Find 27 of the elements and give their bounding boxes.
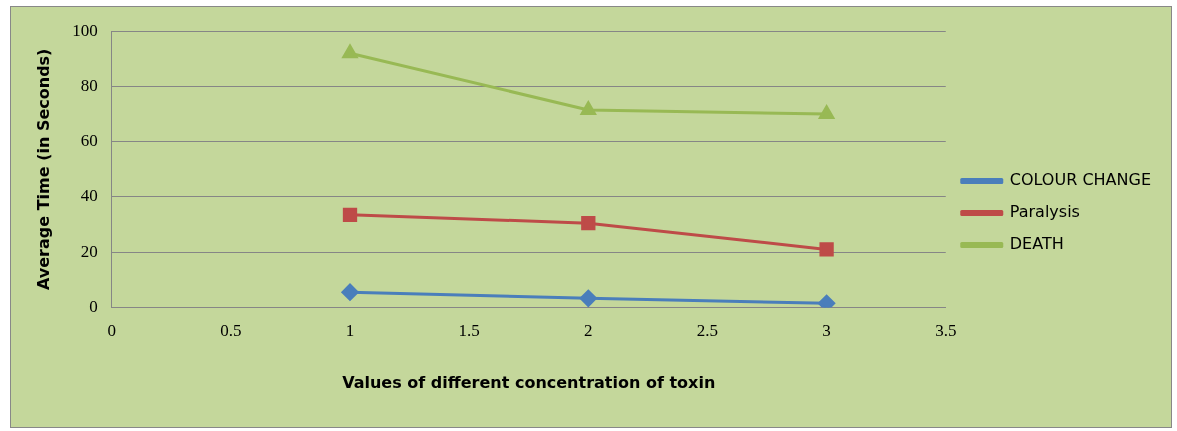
legend-label: COLOUR CHANGE bbox=[1009, 170, 1152, 190]
point bbox=[341, 283, 359, 301]
x-tick-label: 3 bbox=[822, 321, 831, 341]
y-tick-label: 60 bbox=[80, 131, 98, 151]
y-tick-label: 100 bbox=[72, 20, 98, 40]
x-tick-label: 1.5 bbox=[458, 321, 480, 341]
point bbox=[342, 207, 358, 223]
legend-label: DEATH bbox=[1009, 234, 1064, 254]
x-tick-label: 2.5 bbox=[696, 321, 719, 341]
point bbox=[342, 44, 358, 59]
x-tick-label: 0.5 bbox=[220, 321, 242, 341]
y-axis-title: Average Time (in Seconds) bbox=[33, 48, 53, 291]
y-tick-label: 40 bbox=[80, 186, 98, 206]
x-tick-label: 1 bbox=[345, 321, 355, 341]
x-tick-label: 0 bbox=[107, 321, 116, 341]
point bbox=[580, 101, 596, 115]
point bbox=[581, 216, 596, 231]
point bbox=[819, 105, 835, 120]
y-tick-label: 0 bbox=[89, 296, 98, 316]
x-tick-label: 2 bbox=[584, 321, 593, 341]
x-axis-title: Values of different concentration of toxin bbox=[342, 372, 716, 392]
y-tick-label: 80 bbox=[80, 75, 98, 95]
x-tick-label: 3.5 bbox=[935, 321, 957, 341]
point bbox=[819, 242, 834, 257]
point bbox=[579, 289, 597, 307]
legend-label: Paralysis bbox=[1009, 202, 1080, 222]
y-tick-label: 20 bbox=[80, 241, 98, 261]
